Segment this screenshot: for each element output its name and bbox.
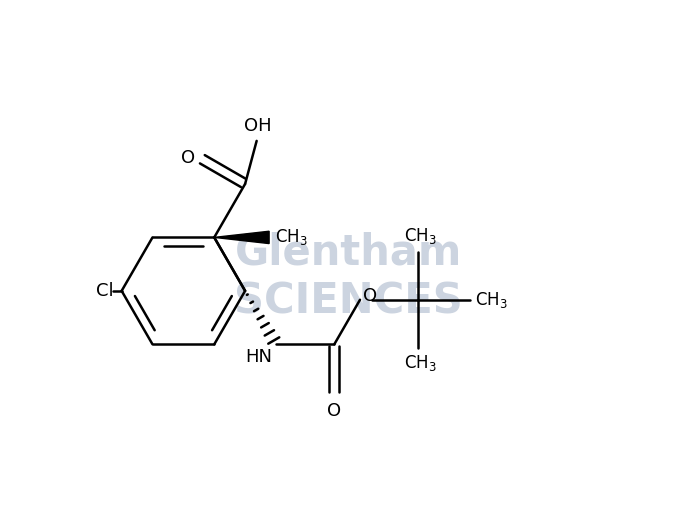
Text: CH$_3$: CH$_3$ [404,353,437,373]
Polygon shape [214,231,269,243]
Text: HN: HN [246,348,273,366]
Text: CH$_3$: CH$_3$ [404,226,437,246]
Text: Cl: Cl [96,282,113,300]
Text: CH$_3$: CH$_3$ [475,290,508,310]
Text: Glentham
SCIENCES: Glentham SCIENCES [234,232,462,322]
Text: CH$_3$: CH$_3$ [275,227,308,248]
Text: O: O [363,288,377,305]
Text: O: O [181,149,195,167]
Text: O: O [327,402,341,420]
Text: OH: OH [244,118,272,135]
